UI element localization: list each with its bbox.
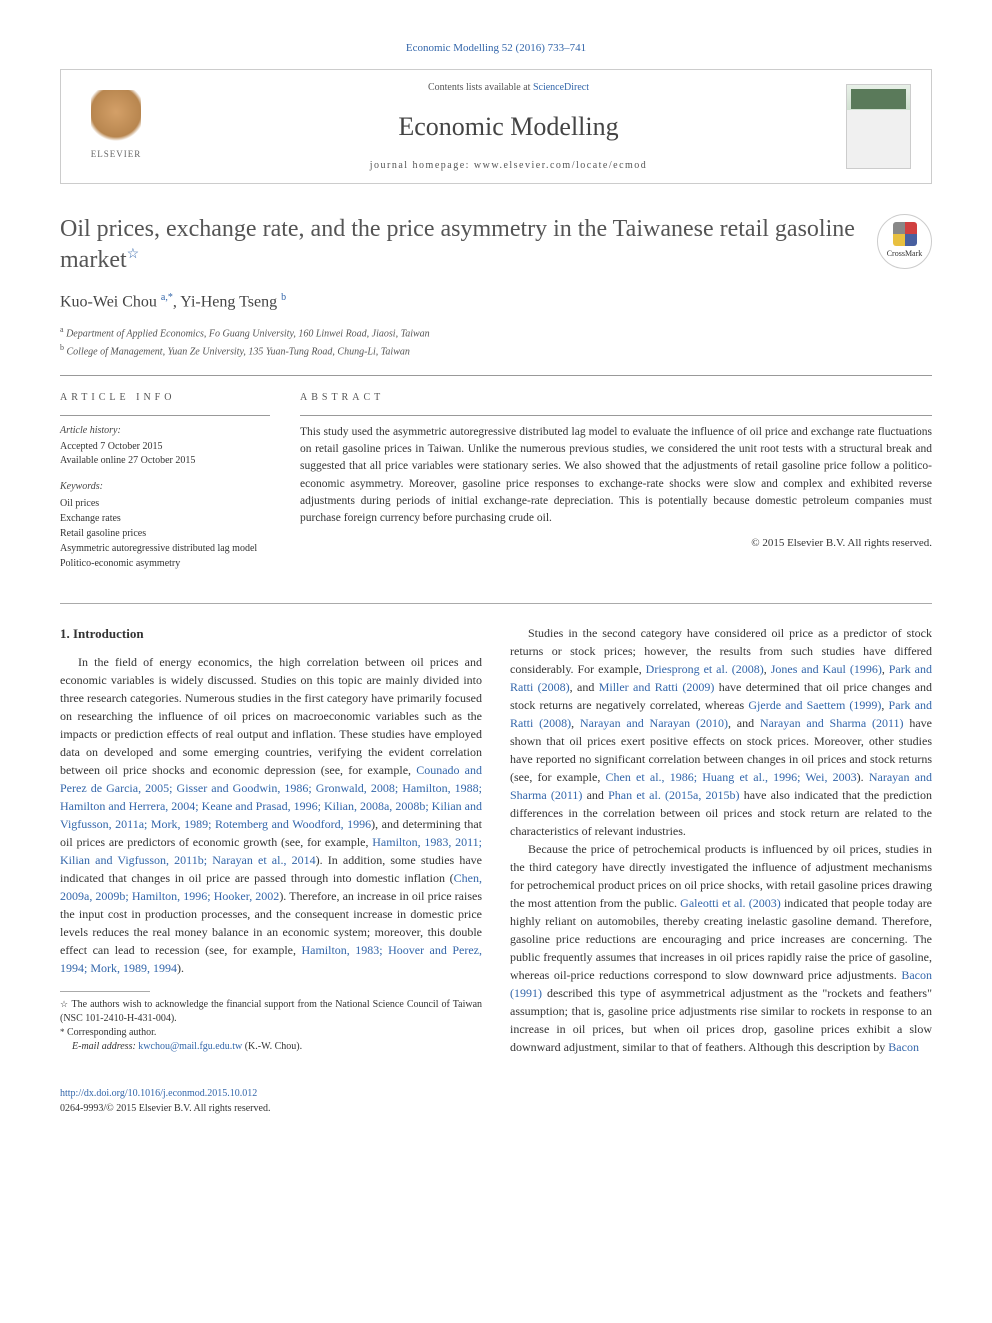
citation[interactable]: Narayan and Narayan (2010) bbox=[580, 716, 728, 730]
citation[interactable]: Galeotti et al. (2003) bbox=[680, 896, 781, 910]
author-2: Yi-Heng Tseng bbox=[180, 293, 277, 310]
keyword: Asymmetric autoregressive distributed la… bbox=[60, 541, 270, 556]
body-text: 1. Introduction In the field of energy e… bbox=[60, 624, 932, 1056]
citation[interactable]: Driesprong et al. (2008) bbox=[646, 662, 764, 676]
footnotes: ☆ The authors wish to acknowledge the fi… bbox=[60, 998, 482, 1054]
citation[interactable]: Gjerde and Saettem (1999) bbox=[748, 698, 881, 712]
history-heading: Article history: bbox=[60, 424, 270, 438]
rule bbox=[60, 375, 932, 376]
keyword: Politico-economic asymmetry bbox=[60, 556, 270, 571]
article-info-heading: ARTICLE INFO bbox=[60, 390, 270, 405]
sciencedirect-link[interactable]: ScienceDirect bbox=[533, 82, 589, 93]
email-link[interactable]: kwchou@mail.fgu.edu.tw bbox=[138, 1041, 242, 1052]
rule bbox=[300, 415, 932, 416]
author-2-sup[interactable]: b bbox=[281, 292, 286, 303]
homepage-line: journal homepage: www.elsevier.com/locat… bbox=[171, 158, 846, 173]
rule bbox=[60, 603, 932, 604]
article-title: Oil prices, exchange rate, and the price… bbox=[60, 214, 857, 276]
affil-a: Department of Applied Economics, Fo Guan… bbox=[66, 329, 430, 340]
citation[interactable]: Jones and Kaul (1996) bbox=[771, 662, 882, 676]
rule bbox=[60, 415, 270, 416]
abstract-text: This study used the asymmetric autoregre… bbox=[300, 424, 932, 528]
citation[interactable]: Bacon bbox=[888, 1040, 919, 1054]
journal-header: ELSEVIER Contents lists available at Sci… bbox=[60, 69, 932, 184]
intro-para-3: Because the price of petrochemical produ… bbox=[510, 840, 932, 1056]
email-label: E-mail address: bbox=[72, 1041, 138, 1052]
elsevier-logo: ELSEVIER bbox=[81, 86, 151, 166]
email-suffix: (K.-W. Chou). bbox=[242, 1041, 302, 1052]
issn-copyright: 0264-9993/© 2015 Elsevier B.V. All right… bbox=[60, 1101, 932, 1116]
keyword: Retail gasoline prices bbox=[60, 526, 270, 541]
affil-b-sup: b bbox=[60, 343, 64, 352]
keyword: Oil prices bbox=[60, 496, 270, 511]
author-1: Kuo-Wei Chou bbox=[60, 293, 157, 310]
article-info-column: ARTICLE INFO Article history: Accepted 7… bbox=[60, 390, 270, 583]
authors-line: Kuo-Wei Chou a,*, Yi-Heng Tseng b bbox=[60, 290, 932, 314]
corresponding-author: Corresponding author. bbox=[67, 1027, 156, 1038]
page-footer: http://dx.doi.org/10.1016/j.econmod.2015… bbox=[60, 1086, 932, 1116]
journal-name: Economic Modelling bbox=[171, 107, 846, 146]
footnote-separator bbox=[60, 991, 150, 992]
elsevier-tree-icon bbox=[91, 90, 141, 145]
abstract-column: ABSTRACT This study used the asymmetric … bbox=[300, 390, 932, 583]
crossmark-label: CrossMark bbox=[887, 248, 923, 260]
publisher-name: ELSEVIER bbox=[91, 148, 142, 162]
abstract-heading: ABSTRACT bbox=[300, 390, 932, 405]
title-text: Oil prices, exchange rate, and the price… bbox=[60, 216, 855, 273]
citation[interactable]: Miller and Ratti (2009) bbox=[599, 680, 715, 694]
journal-cover-thumbnail bbox=[846, 84, 911, 169]
abstract-copyright: © 2015 Elsevier B.V. All rights reserved… bbox=[300, 535, 932, 552]
citation[interactable]: Narayan and Sharma (2011) bbox=[760, 716, 904, 730]
contents-line: Contents lists available at ScienceDirec… bbox=[171, 80, 846, 95]
journal-reference: Economic Modelling 52 (2016) 733–741 bbox=[60, 40, 932, 57]
citation[interactable]: Phan et al. (2015a, 2015b) bbox=[608, 788, 739, 802]
affil-b: College of Management, Yuan Ze Universit… bbox=[67, 346, 410, 357]
affil-a-sup: a bbox=[60, 325, 64, 334]
homepage-label: journal homepage: bbox=[370, 160, 474, 171]
doi-link[interactable]: http://dx.doi.org/10.1016/j.econmod.2015… bbox=[60, 1088, 257, 1099]
crossmark-badge[interactable]: CrossMark bbox=[877, 214, 932, 269]
history-online: Available online 27 October 2015 bbox=[60, 454, 270, 468]
crossmark-icon bbox=[893, 222, 917, 246]
corr-star: * bbox=[60, 1027, 65, 1037]
funding-note: The authors wish to acknowledge the fina… bbox=[60, 999, 482, 1024]
funding-star: ☆ bbox=[60, 999, 69, 1009]
history-accepted: Accepted 7 October 2015 bbox=[60, 440, 270, 454]
affiliations: a Department of Applied Economics, Fo Gu… bbox=[60, 324, 932, 359]
keyword: Exchange rates bbox=[60, 511, 270, 526]
author-1-sup[interactable]: a,* bbox=[161, 292, 173, 303]
citation[interactable]: Chen et al., 1986; Huang et al., 1996; W… bbox=[606, 770, 857, 784]
homepage-url[interactable]: www.elsevier.com/locate/ecmod bbox=[474, 160, 647, 171]
contents-prefix: Contents lists available at bbox=[428, 82, 533, 93]
section-1-heading: 1. Introduction bbox=[60, 624, 482, 644]
title-footnote-star[interactable]: ☆ bbox=[127, 247, 140, 262]
keywords-heading: Keywords: bbox=[60, 480, 270, 494]
intro-para-2: Studies in the second category have cons… bbox=[510, 624, 932, 840]
intro-para-1: In the field of energy economics, the hi… bbox=[60, 653, 482, 977]
